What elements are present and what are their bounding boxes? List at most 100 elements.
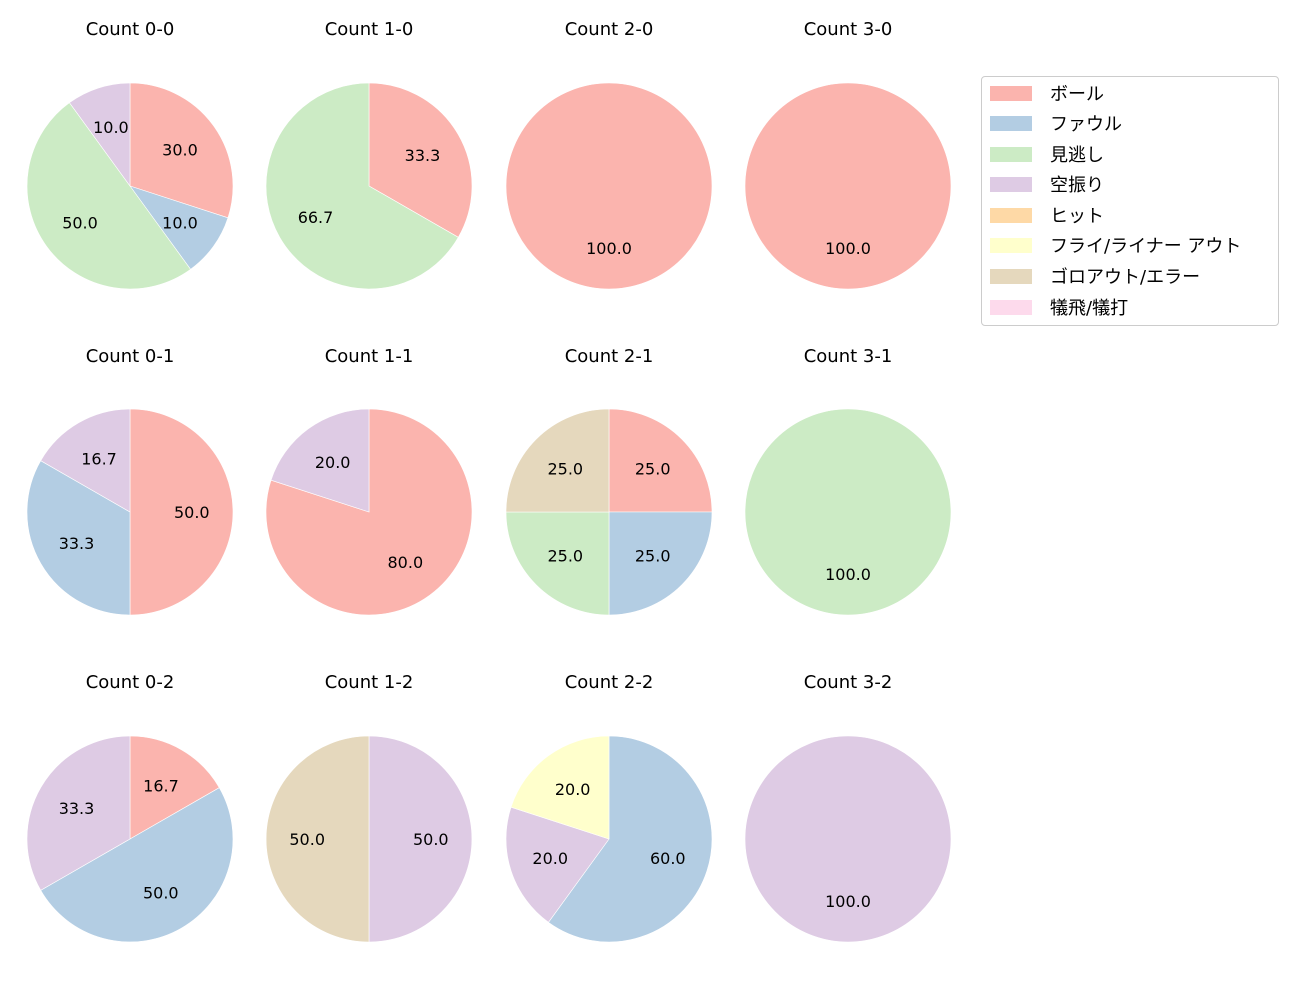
pie-count-3-2: Count 3-2 100.0 <box>744 672 952 943</box>
pie-title: Count 3-1 <box>804 346 893 367</box>
pie-title: Count 2-1 <box>565 346 654 367</box>
pie-count-0-0: Count 0-0 30.0 10.0 50.0 10.0 <box>26 19 234 290</box>
pie-slice <box>608 408 713 513</box>
legend-label: フライ/ライナー アウト <box>1050 236 1242 257</box>
slice-label: 16.7 <box>81 450 117 469</box>
slice-label: 50.0 <box>413 830 449 849</box>
legend-label: 見逃し <box>1050 145 1104 166</box>
slice-label: 20.0 <box>315 453 351 472</box>
legend-item-fly-liner-out: フライ/ライナー アウト <box>990 233 1241 257</box>
pie-slice <box>505 806 610 923</box>
pie-title: Count 0-0 <box>86 19 175 40</box>
pie-slice <box>505 82 713 290</box>
pie-count-1-2: Count 1-2 50.0 50.0 <box>265 672 473 943</box>
legend-swatch <box>990 146 1032 162</box>
pie-title: Count 2-0 <box>565 19 654 40</box>
legend-item-swinging-strike: 空振り <box>990 172 1104 196</box>
pie-title: Count 3-2 <box>804 672 893 693</box>
pie-count-3-0: Count 3-0 100.0 <box>744 19 952 290</box>
slice-label: 25.0 <box>547 459 583 478</box>
slice-label: 30.0 <box>162 141 198 160</box>
slice-label: 100.0 <box>825 892 871 911</box>
slice-label: 33.3 <box>59 534 95 553</box>
pie-slice <box>744 735 952 943</box>
legend-label: ファウル <box>1050 114 1122 135</box>
slice-label: 20.0 <box>555 780 591 799</box>
pie-slice <box>265 735 370 943</box>
legend: ボール ファウル 見逃し 空振り ヒット フライ/ライナー アウト ゴロアウト/… <box>981 76 1279 326</box>
legend-swatch <box>990 237 1032 253</box>
slice-label: 33.3 <box>59 799 95 818</box>
pie-title: Count 0-1 <box>86 346 175 367</box>
pie-count-1-1: Count 1-1 80.0 20.0 <box>265 346 473 616</box>
slice-label: 50.0 <box>289 830 325 849</box>
pie-slice <box>270 408 370 513</box>
pie-count-0-1: Count 0-1 50.0 33.3 16.7 <box>26 346 234 616</box>
legend-item-sacrifice: 犠飛/犠打 <box>990 295 1128 319</box>
legend-label: ボール <box>1050 84 1104 105</box>
pie-count-1-0: Count 1-0 33.3 66.7 <box>265 19 473 290</box>
legend-swatch <box>990 85 1032 101</box>
pie-count-2-2: Count 2-2 60.0 20.0 20.0 <box>505 672 713 943</box>
pie-count-3-1: Count 3-1 100.0 <box>744 346 952 616</box>
pie-slice <box>505 408 610 513</box>
slice-label: 20.0 <box>532 849 568 868</box>
legend-swatch <box>990 299 1032 315</box>
slice-label: 66.7 <box>298 208 334 227</box>
pie-title: Count 3-0 <box>804 19 893 40</box>
legend-swatch <box>990 115 1032 131</box>
pie-slice <box>608 511 713 616</box>
pie-slice <box>744 82 952 290</box>
pie-count-2-1: Count 2-1 25.0 25.0 25.0 25.0 <box>505 346 713 616</box>
pie-slice <box>368 735 473 943</box>
slice-label: 25.0 <box>635 459 671 478</box>
legend-label: 犠飛/犠打 <box>1050 298 1129 319</box>
slice-label: 60.0 <box>650 849 686 868</box>
legend-label: ヒット <box>1050 206 1104 227</box>
pie-title: Count 1-0 <box>325 19 414 40</box>
slice-label: 33.3 <box>405 146 441 165</box>
slice-label: 100.0 <box>586 239 632 258</box>
pie-slice <box>40 787 234 943</box>
slice-label: 80.0 <box>388 553 424 572</box>
slice-label: 10.0 <box>93 118 129 137</box>
legend-swatch <box>990 207 1032 223</box>
legend-item-ground-out-error: ゴロアウト/エラー <box>990 264 1200 288</box>
pie-count-2-0: Count 2-0 100.0 <box>505 19 713 290</box>
legend-item-ball: ボール <box>990 81 1104 105</box>
pie-title: Count 1-1 <box>325 346 414 367</box>
slice-label: 100.0 <box>825 565 871 584</box>
legend-label: ゴロアウト/エラー <box>1050 267 1201 288</box>
legend-label: 空振り <box>1050 175 1104 196</box>
pie-slice <box>69 82 131 187</box>
slice-label: 50.0 <box>143 884 179 903</box>
pie-slice <box>548 735 713 943</box>
pie-slice <box>26 460 131 616</box>
slice-label: 25.0 <box>635 547 671 566</box>
pie-slice <box>265 82 459 290</box>
pie-slice <box>510 735 610 840</box>
pie-slice <box>129 82 234 219</box>
pie-slice <box>129 408 234 616</box>
pie-title: Count 1-2 <box>325 672 414 693</box>
pie-slice <box>368 82 473 238</box>
legend-item-hit: ヒット <box>990 203 1104 227</box>
slice-label: 25.0 <box>547 547 583 566</box>
pie-title: Count 0-2 <box>86 672 175 693</box>
pie-slice <box>265 408 473 616</box>
slice-label: 100.0 <box>825 239 871 258</box>
pie-slice <box>26 102 191 290</box>
pie-slice <box>129 735 220 840</box>
legend-swatch <box>990 268 1032 284</box>
slice-label: 10.0 <box>162 213 198 232</box>
pie-slice <box>505 511 610 616</box>
legend-swatch <box>990 176 1032 192</box>
slice-label: 16.7 <box>143 777 179 796</box>
pie-slice <box>26 735 131 891</box>
legend-item-called-strike: 見逃し <box>990 142 1104 166</box>
pie-count-0-2: Count 0-2 16.7 50.0 33.3 <box>26 672 234 943</box>
pie-slice <box>744 408 952 616</box>
pie-slice <box>40 408 131 513</box>
legend-item-foul: ファウル <box>990 111 1122 135</box>
